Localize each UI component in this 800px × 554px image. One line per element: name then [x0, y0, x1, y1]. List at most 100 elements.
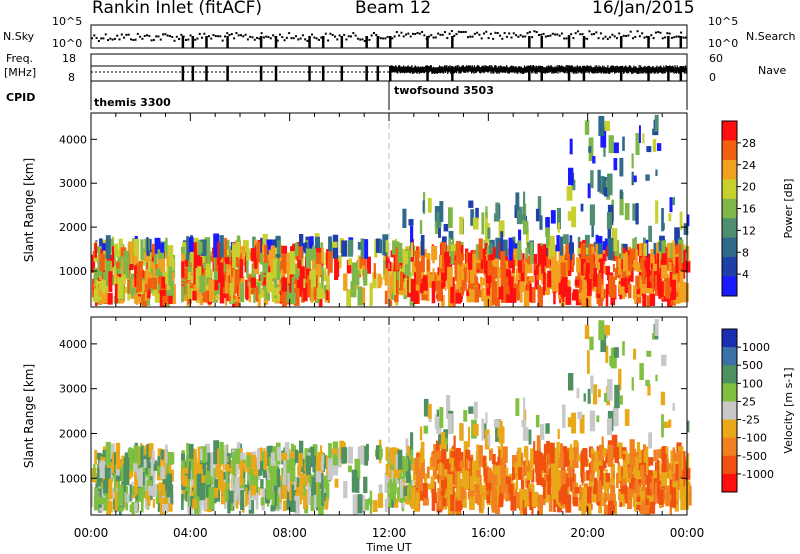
data-cell [530, 241, 534, 265]
nsky-point [572, 37, 575, 40]
nsky-point [278, 33, 281, 36]
data-cell [469, 475, 475, 491]
data-cell [458, 259, 463, 276]
data-cell [528, 463, 532, 476]
nsky-point [116, 34, 119, 37]
freq-sample [421, 67, 423, 74]
nsky-gap-bar [619, 36, 623, 48]
freq-sample [639, 67, 641, 74]
data-cell [537, 452, 543, 472]
freq-sample [512, 65, 514, 72]
freq-sample [393, 66, 395, 73]
freq-sample [578, 66, 581, 73]
data-cell [444, 280, 447, 291]
data-cell [273, 482, 278, 506]
data-cell [487, 467, 492, 483]
data-cell [588, 473, 594, 493]
data-cell [403, 486, 408, 497]
data-cell [312, 456, 317, 473]
nsky-point [386, 35, 389, 38]
y-tick-label: 1000 [59, 472, 87, 485]
data-cell [648, 225, 653, 242]
freq-sample [497, 67, 499, 74]
nsky-point [430, 34, 433, 37]
freq-sample [429, 65, 432, 72]
data-cell [598, 115, 605, 136]
freq-sample [628, 67, 630, 74]
data-cell [414, 457, 420, 475]
data-cell [582, 279, 587, 299]
data-cell [508, 237, 513, 261]
nsky-point [677, 35, 680, 38]
data-cell [387, 244, 390, 265]
data-cell [324, 492, 327, 502]
data-cell [618, 368, 622, 391]
data-cell [550, 210, 556, 224]
data-cell [278, 487, 281, 499]
data-cell [309, 240, 313, 249]
data-cell [602, 472, 606, 482]
nsky-point [352, 32, 355, 35]
data-cell [473, 483, 479, 493]
data-cell [577, 236, 581, 256]
data-cell [224, 495, 227, 509]
data-cell [313, 287, 317, 301]
data-cell [549, 235, 555, 257]
data-cell [468, 282, 475, 290]
data-cell [581, 449, 586, 466]
data-cell [121, 455, 126, 472]
data-cell [385, 463, 390, 476]
data-cell [631, 175, 637, 183]
data-cell [162, 478, 168, 492]
freq-sample [587, 65, 590, 72]
colorbar-segment [722, 198, 737, 219]
colorbar-tick-label: 12 [742, 224, 756, 237]
data-cell [493, 483, 496, 496]
data-cell [641, 268, 646, 285]
data-cell [167, 255, 171, 270]
freq-sample [473, 67, 475, 74]
data-cell [291, 276, 295, 296]
data-cell [147, 278, 153, 289]
data-cell [408, 479, 412, 501]
data-cell [554, 468, 559, 486]
freq-sample [675, 67, 677, 74]
freq-sample [573, 67, 575, 74]
data-cell [164, 487, 169, 506]
data-cell [484, 211, 488, 230]
data-cell [656, 143, 662, 151]
data-cell [213, 440, 220, 465]
nsky-point [384, 37, 387, 40]
data-cell [461, 491, 467, 508]
data-cell [547, 270, 552, 288]
colorbar-tick-label: -1000 [742, 468, 774, 481]
data-cell [157, 456, 161, 476]
data-cell [160, 259, 166, 272]
freq-sample [588, 67, 590, 74]
nsky-gap-bar [582, 36, 586, 48]
data-cell [649, 275, 654, 282]
data-cell [160, 466, 166, 480]
data-cell [268, 249, 273, 267]
data-cell [475, 207, 479, 220]
data-cell [526, 279, 530, 291]
nsky-point [306, 39, 309, 42]
data-cell [193, 473, 196, 492]
data-cell [480, 484, 483, 495]
data-cell [246, 257, 249, 279]
freq-sample [640, 66, 643, 73]
nsky-point [338, 34, 341, 37]
freq-sample [684, 65, 686, 72]
data-cell [99, 238, 103, 254]
data-cell [562, 484, 568, 505]
nsky-point [146, 34, 149, 37]
data-cell [226, 468, 229, 489]
freq-sample [526, 65, 528, 72]
nsky-point [132, 38, 135, 41]
freq-sample [634, 67, 636, 74]
data-cell [528, 429, 532, 445]
data-cell [622, 450, 628, 457]
data-cell [528, 256, 532, 269]
data-cell [142, 487, 147, 498]
data-cell [117, 255, 123, 267]
